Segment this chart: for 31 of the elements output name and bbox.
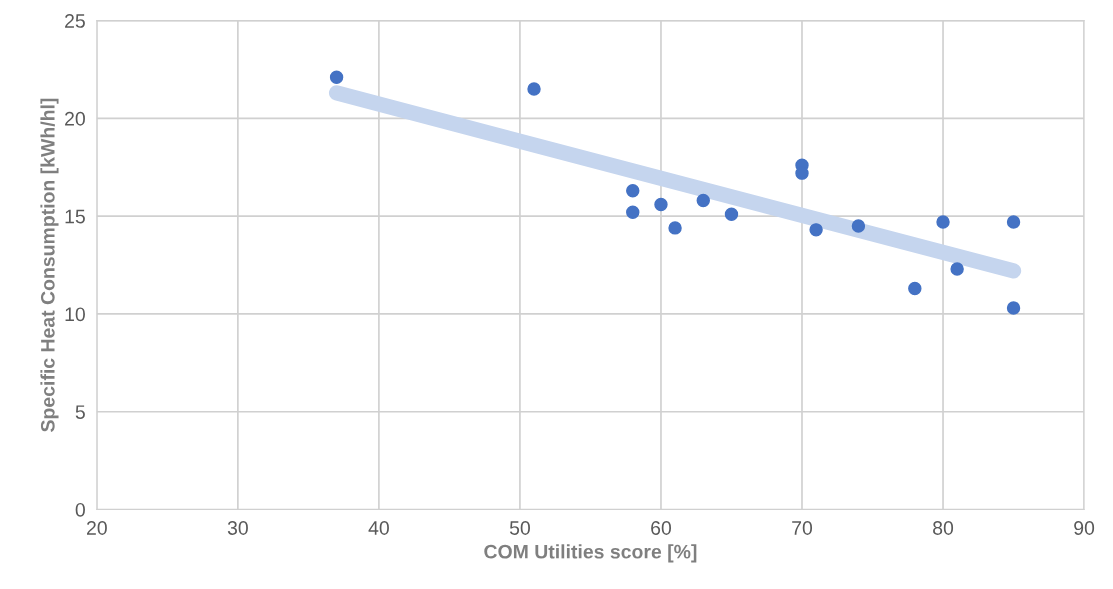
- point: [696, 193, 710, 208]
- y-tick-label: 0: [75, 502, 85, 517]
- point: [809, 223, 823, 237]
- y-tick-label: 20: [65, 111, 85, 126]
- x-tick-label: 80: [933, 521, 954, 535]
- x-tick-label: 90: [1074, 521, 1095, 535]
- point: [527, 82, 541, 96]
- point: [626, 205, 640, 219]
- x-tick-label: 70: [792, 521, 813, 535]
- x-tick-label: 20: [87, 521, 107, 535]
- point: [936, 215, 950, 229]
- y-axis-title: Specific Heat Consumption [kWh/hl]: [40, 98, 59, 432]
- y-tick-label: 5: [75, 405, 85, 419]
- point: [908, 281, 922, 296]
- x-tick-label: 60: [651, 521, 672, 535]
- x-axis-title: COM Utilities score [%]: [484, 544, 697, 563]
- x-tick-label: 30: [227, 521, 248, 535]
- point: [724, 207, 739, 221]
- point: [851, 219, 866, 233]
- x-tick-label: 50: [509, 521, 530, 535]
- x-tick-label: 40: [368, 521, 389, 535]
- y-tick-label: 10: [65, 307, 85, 322]
- point: [626, 184, 640, 198]
- point: [654, 197, 668, 212]
- point: [1006, 215, 1021, 229]
- point: [329, 70, 344, 85]
- y-tick-label: 15: [65, 209, 85, 224]
- y-tick-label: 25: [65, 14, 85, 28]
- point: [950, 262, 964, 276]
- point: [1006, 301, 1021, 315]
- point: [668, 221, 682, 235]
